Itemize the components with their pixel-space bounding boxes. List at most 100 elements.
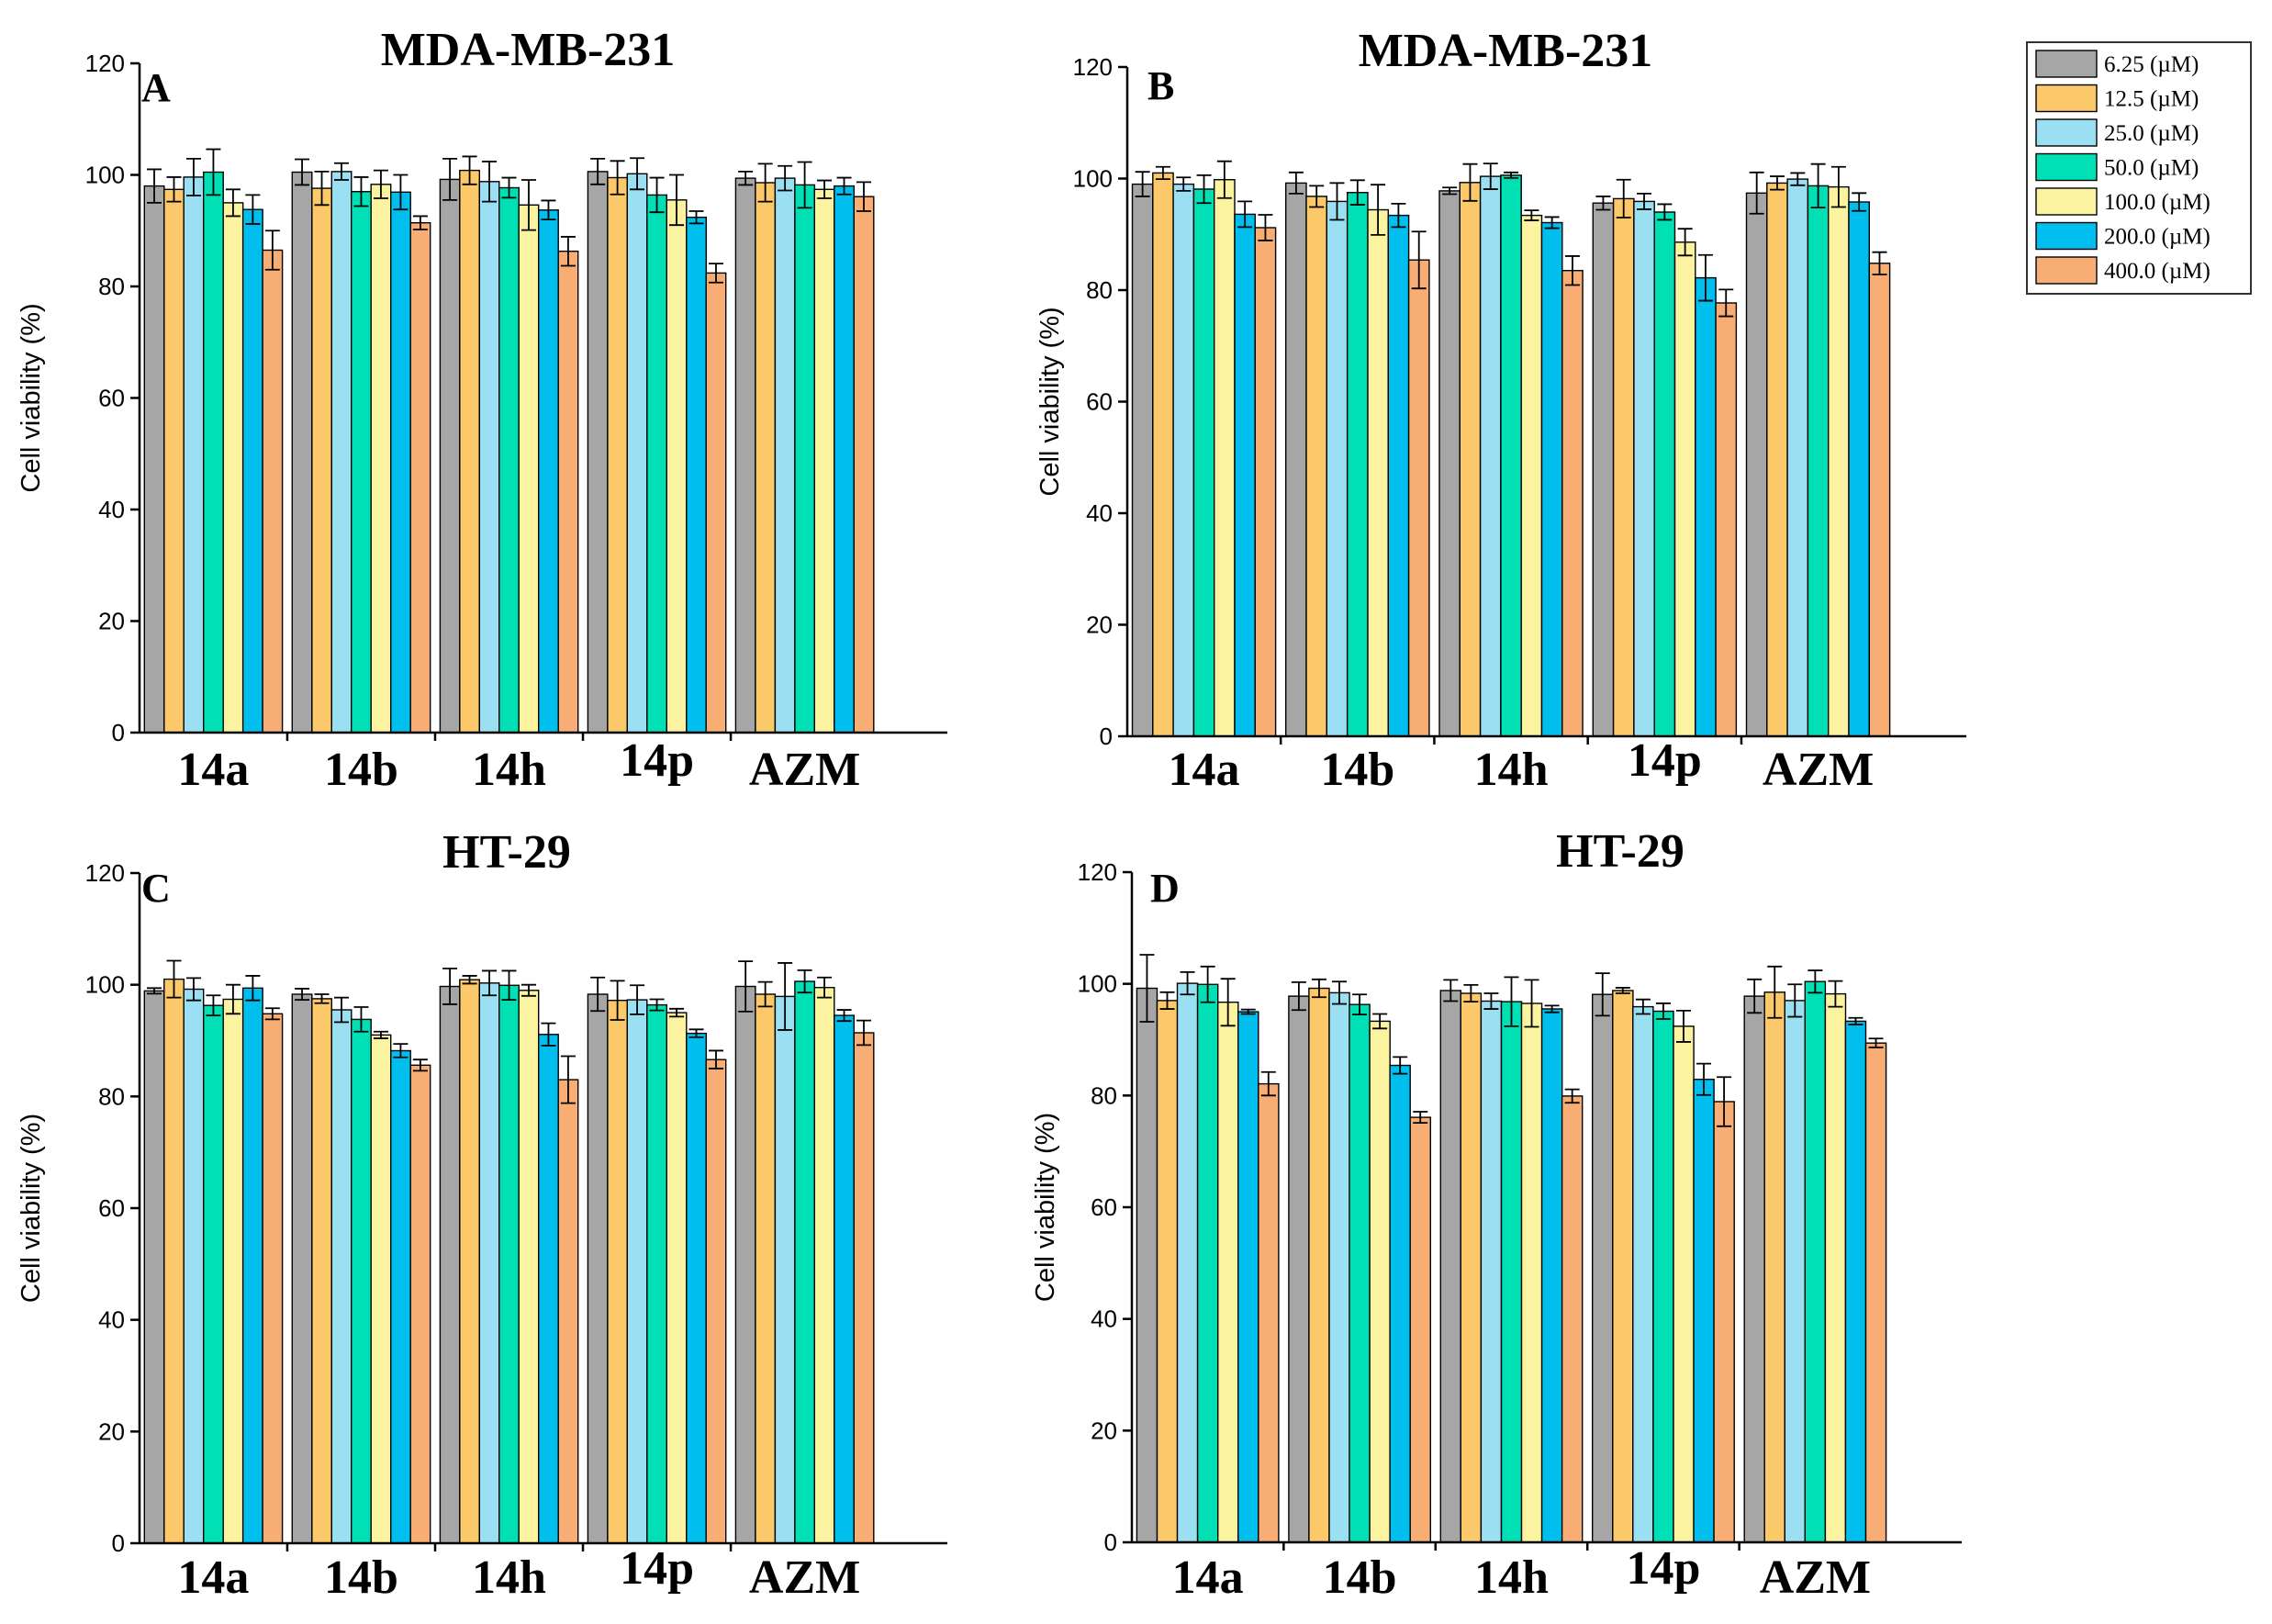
error-bar (817, 179, 833, 199)
error-bar (1260, 1070, 1276, 1097)
bar-14h-6 (1561, 270, 1584, 737)
legend-label-0: 6.25 (µM) (2104, 52, 2199, 77)
error-bar (1848, 1016, 1863, 1025)
y-tick-label: 40 (98, 496, 125, 523)
error-bar (757, 162, 773, 203)
error-bar (520, 179, 536, 231)
bar-14b-3 (351, 190, 372, 734)
y-tick-label: 60 (98, 1194, 125, 1222)
bar-14h-1 (1459, 182, 1482, 737)
bar-14h-6 (557, 1079, 579, 1544)
error-bar (649, 998, 665, 1012)
error-bar (1675, 1009, 1691, 1043)
bar-AZM-4 (1824, 992, 1847, 1543)
error-bar (1718, 288, 1734, 318)
error-bar (738, 170, 754, 186)
category-label-14p: 14p (1628, 734, 1702, 787)
chart-panel-b: 0 20 40 60 80 100 120 14a 14b 14h 14p AZM Cell viabi… (1035, 25, 1966, 796)
error-bar (1413, 1111, 1428, 1125)
error-bar (501, 176, 517, 199)
error-bar (1655, 1002, 1671, 1020)
bar-14p-5 (686, 216, 707, 734)
error-bar (206, 148, 221, 196)
error-bar (797, 161, 812, 209)
error-bar (1696, 1062, 1712, 1096)
error-bar (856, 1019, 872, 1047)
error-bar (856, 181, 872, 212)
bar-14h-3 (498, 984, 520, 1544)
bar-14a-1 (163, 978, 185, 1544)
error-bar (1635, 998, 1651, 1015)
bar-14a-0 (143, 185, 165, 734)
error-bar (1216, 160, 1232, 199)
bar-AZM-4 (813, 188, 835, 734)
y-axis-label: Cell viability (%) (1035, 307, 1065, 496)
error-bar (1159, 991, 1175, 1010)
error-bar (1291, 980, 1306, 1012)
bar-AZM-5 (834, 185, 855, 734)
bar-14b-3 (351, 1018, 372, 1544)
error-bar (610, 980, 625, 1021)
error-bar (1790, 172, 1806, 186)
bar-AZM-2 (1786, 178, 1809, 737)
bar-14h-4 (518, 204, 540, 734)
bar-14b-0 (1288, 995, 1310, 1543)
bar-14a-3 (1196, 983, 1219, 1543)
panel-letter: A (141, 65, 171, 110)
bar-14b-6 (409, 1064, 431, 1544)
category-label-14p: 14p (1626, 1542, 1700, 1595)
error-bar (1220, 978, 1236, 1027)
bar-14a-4 (1213, 178, 1236, 737)
y-tick-label: 80 (98, 273, 125, 300)
bar-14b-5 (390, 191, 411, 734)
legend-swatch-2 (2035, 118, 2098, 147)
bar-14h-2 (1479, 175, 1502, 737)
error-bar (1504, 976, 1519, 1027)
category-label-14a: 14a (177, 1551, 249, 1604)
error-bar (1808, 969, 1823, 994)
bar-14a-2 (1176, 982, 1199, 1543)
bar-14h-1 (459, 979, 480, 1544)
bar-14p-2 (626, 173, 648, 734)
legend-swatch-1 (2035, 84, 2098, 113)
y-tick-label: 120 (1073, 53, 1113, 81)
error-bar (185, 977, 201, 1002)
category-label-14h: 14h (1474, 744, 1549, 796)
bar-14b-0 (1284, 182, 1307, 737)
bar-14a-6 (1258, 1082, 1280, 1543)
category-label-14b: 14b (324, 1551, 398, 1604)
bar-14p-5 (1693, 1078, 1715, 1543)
bar-14b-1 (311, 187, 332, 734)
bar-AZM-5 (834, 1014, 855, 1544)
bar-14h-2 (1480, 1000, 1503, 1543)
chart-panel-c: 0 20 40 60 80 100 120 14a 14b 14h 14p AZM Cell viabi… (17, 826, 947, 1604)
bar-14h-4 (518, 990, 540, 1544)
bar-AZM-1 (1763, 991, 1785, 1543)
bar-AZM-4 (1827, 185, 1850, 737)
bar-14a-0 (1136, 987, 1158, 1543)
error-bar (147, 168, 162, 204)
error-bar (1810, 162, 1826, 208)
panel-letter: C (141, 866, 171, 911)
bar-AZM-1 (755, 993, 777, 1544)
bar-14a-4 (222, 202, 244, 734)
error-bar (1411, 230, 1427, 290)
bar-14h-4 (1520, 1002, 1543, 1543)
error-bar (1240, 1008, 1256, 1015)
error-bar (590, 976, 606, 1013)
bar-14p-3 (1652, 1010, 1674, 1543)
y-tick-label: 20 (98, 608, 125, 635)
bar-14p-2 (1633, 200, 1655, 737)
bar-14p-1 (607, 176, 629, 734)
error-bar (1462, 162, 1478, 202)
bar-14a-1 (1156, 1000, 1179, 1543)
bar-AZM-0 (734, 177, 756, 734)
category-label-azm: AZM (1760, 1551, 1871, 1604)
bar-14b-2 (1326, 200, 1349, 737)
category-label-14h: 14h (1474, 1551, 1549, 1604)
error-bar (334, 996, 349, 1024)
bar-14p-5 (1695, 276, 1717, 737)
bar-14b-4 (1367, 208, 1389, 737)
y-axis-label: Cell viability (%) (17, 303, 46, 492)
error-bar (1393, 1056, 1408, 1075)
